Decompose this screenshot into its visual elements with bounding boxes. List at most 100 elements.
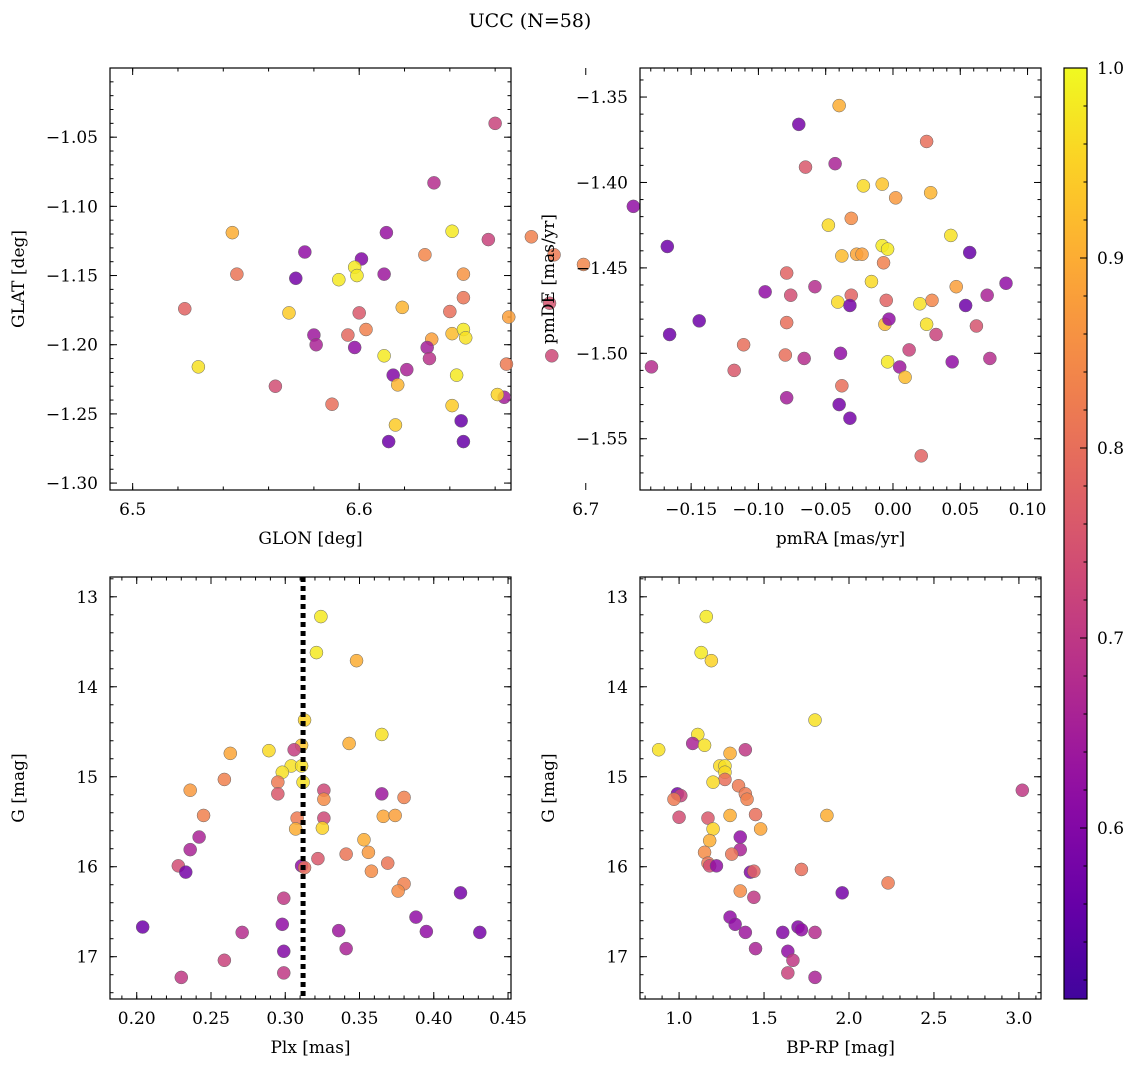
panel-3: 0.20 0.25 0.30 0.35 0.40 0.45 13 14 15 16 17 Plx [m… (9, 576, 527, 1058)
data-point (547, 248, 561, 262)
data-point (697, 738, 712, 753)
data-point (644, 360, 659, 374)
x-tick-label: 0.40 (415, 1009, 453, 1029)
x-tick-label: −0.05 (800, 500, 852, 520)
data-point (524, 230, 539, 244)
x-tick-label: 0.00 (874, 500, 912, 520)
data-point (880, 242, 895, 256)
data-point (798, 160, 813, 174)
y-tick-label: 14 (606, 678, 628, 698)
data-point (753, 822, 768, 836)
data-point (651, 743, 666, 757)
data-point (843, 298, 857, 313)
x-tick-label: 0.30 (266, 1009, 304, 1029)
data-point (843, 411, 857, 425)
data-point (747, 864, 761, 878)
data-point (217, 953, 232, 968)
data-point (692, 314, 706, 328)
data-point (727, 363, 741, 378)
data-point (808, 970, 822, 985)
data-point (388, 808, 402, 823)
y-tick-label: −1.45 (576, 259, 628, 279)
data-point (706, 775, 720, 789)
data-point (949, 279, 963, 294)
data-point (723, 746, 737, 761)
data-point (702, 833, 717, 848)
data-point (706, 822, 720, 836)
data-point (375, 787, 389, 801)
colorbar-tick-label: 0.7 (1097, 629, 1124, 649)
data-point (174, 970, 189, 985)
data-point (409, 910, 423, 924)
data-point (794, 862, 809, 877)
colorbar-gradient (1064, 68, 1087, 999)
data-point (923, 185, 938, 200)
y-axis-label: GLAT [deg] (9, 230, 29, 328)
data-point (945, 355, 959, 369)
data-point (545, 349, 559, 363)
data-point (626, 199, 641, 214)
data-point (420, 340, 434, 355)
x-tick-label: 1.5 (751, 1009, 778, 1029)
data-point (352, 306, 366, 320)
data-point (925, 293, 939, 308)
panel-2: −0.15 −0.10 −0.05 0.00 0.05 0.10 −1.35 −1.40 −1.… (539, 67, 1046, 549)
data-point (135, 920, 150, 934)
y-tick-label: 16 (606, 858, 628, 878)
x-tick-label: 0.20 (118, 1009, 156, 1029)
data-point (449, 368, 464, 382)
data-point (919, 317, 934, 332)
data-point (881, 876, 895, 890)
y-tick-label: −1.25 (46, 405, 98, 425)
data-point (339, 847, 353, 861)
x-tick-label: 6.6 (346, 500, 373, 520)
data-point (740, 792, 754, 806)
data-point (357, 832, 371, 847)
data-point (349, 653, 364, 668)
x-axis-label: BP-RP [mag] (786, 1038, 895, 1058)
y-tick-label: 13 (606, 588, 628, 608)
data-point (844, 211, 859, 226)
data-point (662, 327, 677, 342)
data-point (738, 925, 753, 940)
data-point (473, 925, 487, 940)
data-point (832, 397, 846, 412)
data-point (667, 792, 681, 806)
data-point (490, 387, 505, 402)
data-point (271, 775, 285, 789)
y-axis-label: pmDE [mas/yr] (539, 214, 559, 344)
data-point (481, 232, 496, 247)
plot-frame (639, 67, 1042, 491)
data-point (364, 864, 379, 878)
y-tick-label: 17 (606, 948, 628, 968)
data-point (902, 343, 916, 357)
data-point (944, 228, 958, 243)
data-point (342, 736, 356, 751)
x-axis-label: GLON [deg] (258, 529, 362, 549)
data-point (728, 917, 742, 932)
data-point (391, 884, 405, 898)
data-point (262, 743, 276, 758)
data-point (268, 379, 283, 393)
data-point (929, 327, 943, 342)
y-axis-label: G [mag] (539, 753, 559, 822)
data-point (445, 398, 459, 413)
y-tick-label: 15 (76, 768, 98, 788)
data-point (699, 609, 714, 624)
data-point (738, 743, 753, 757)
data-point (781, 966, 795, 980)
data-point (980, 288, 994, 302)
panel-4: 1.0 1.5 2.0 2.5 3.0 13 14 15 16 17 BP-RP [mag] G [m… (539, 576, 1042, 1058)
panels: 6.5 6.6 6.7 −1.05 −1.10 −1.15 −1.20 −1.25 −1.30 G… (9, 67, 1046, 1058)
data-point (748, 807, 763, 822)
x-tick-label: 2.0 (835, 1009, 862, 1029)
data-point (835, 379, 849, 393)
y-tick-label: 15 (606, 768, 628, 788)
colorbar-tick-label: 0.6 (1097, 819, 1124, 839)
data-point (458, 331, 473, 345)
y-tick-label: −1.35 (576, 88, 628, 108)
x-axis-label: pmRA [mas/yr] (776, 529, 905, 549)
data-point (422, 351, 437, 366)
data-point (833, 346, 848, 361)
data-point (275, 917, 290, 932)
